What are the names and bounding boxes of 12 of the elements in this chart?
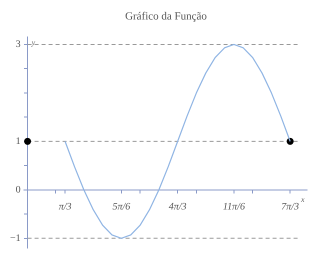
y-tick-label: 0	[16, 184, 21, 196]
x-tick-label: 11π/6	[222, 201, 245, 212]
y-tick-label: 1	[16, 136, 21, 148]
y-tick-label: −1	[10, 232, 21, 244]
x-tick-label: π/3	[58, 201, 72, 212]
x-axis-title: x	[300, 194, 305, 204]
y-tick-label: 3	[16, 39, 21, 50]
y-axis-title: y	[30, 38, 36, 48]
x-tick-label: 5π/6	[112, 201, 130, 212]
chart-title: Gráfico da Função	[125, 10, 208, 22]
x-tick-label: 4π/3	[168, 201, 187, 212]
x-tick-label: 7π/3	[281, 201, 300, 212]
